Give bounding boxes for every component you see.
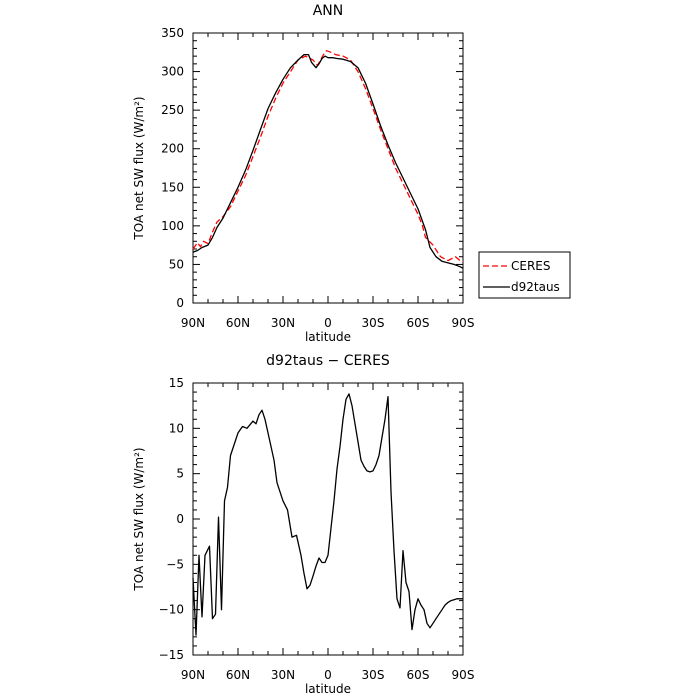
- y-tick-label: 10: [169, 421, 184, 435]
- y-axis-label: TOA net SW flux (W/m²): [132, 96, 146, 240]
- x-tick-label: 90N: [181, 316, 205, 330]
- y-tick-label: −5: [166, 557, 184, 571]
- y-axis-label: TOA net SW flux (W/m²): [132, 447, 146, 591]
- y-tick-label: −15: [159, 648, 184, 662]
- y-tick-label: 300: [161, 65, 184, 79]
- x-tick-label: 0: [324, 668, 332, 682]
- series-line-diff-2: [192, 393, 463, 636]
- y-tick-label: 200: [161, 142, 184, 156]
- y-tick-label: 5: [176, 467, 184, 481]
- x-axis-label: latitude: [305, 682, 351, 696]
- x-tick-label: 30N: [271, 668, 295, 682]
- x-tick-label: 60N: [226, 668, 250, 682]
- y-tick-label: −10: [159, 603, 184, 617]
- series-line-ceres: [192, 50, 464, 263]
- y-tick-label: 100: [161, 219, 184, 233]
- y-tick-label: 0: [176, 296, 184, 310]
- y-tick-label: 0: [176, 512, 184, 526]
- x-tick-label: 30N: [271, 316, 295, 330]
- x-tick-label: 90S: [452, 316, 475, 330]
- y-tick-label: 15: [169, 376, 184, 390]
- y-tick-label: 250: [161, 103, 184, 117]
- y-tick-label: 50: [169, 257, 184, 271]
- plot-frame-2: [192, 382, 464, 656]
- x-tick-label: 60S: [407, 668, 430, 682]
- series-line-d92taus: [192, 53, 464, 269]
- x-tick-label: 60S: [407, 316, 430, 330]
- y-tick-label: 150: [161, 180, 184, 194]
- y-tick-label: 350: [161, 26, 184, 40]
- legend-label-d92taus: d92taus: [511, 280, 560, 294]
- x-tick-label: 0: [324, 316, 332, 330]
- x-tick-label: 90S: [452, 668, 475, 682]
- legend-box: [478, 251, 571, 299]
- x-tick-label: 30S: [362, 316, 385, 330]
- x-tick-label: 30S: [362, 668, 385, 682]
- legend-label-ceres: CERES: [511, 259, 551, 273]
- plot-frame-1: [192, 32, 464, 304]
- panel-title-2: d92taus − CERES: [266, 353, 390, 369]
- x-axis-label: latitude: [305, 330, 351, 344]
- panel-title-1: ANN: [313, 3, 344, 19]
- x-tick-label: 90N: [181, 668, 205, 682]
- x-tick-label: 60N: [226, 316, 250, 330]
